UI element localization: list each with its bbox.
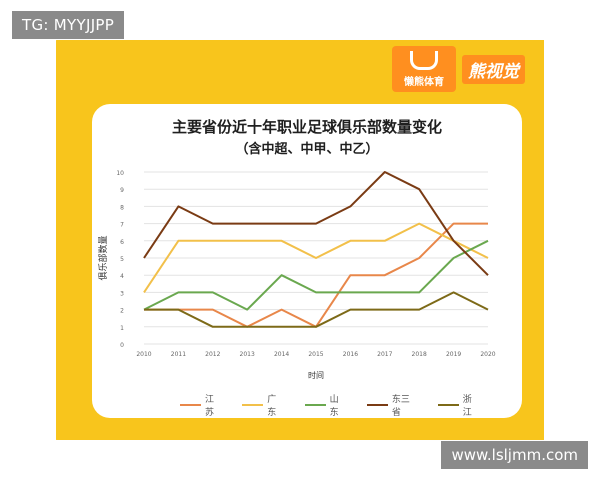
x-tick-label: 2018: [412, 351, 427, 358]
legend-swatch: [437, 404, 459, 406]
x-tick-label: 2019: [446, 351, 461, 358]
y-tick-label: 8: [120, 204, 124, 211]
y-tick-label: 7: [120, 222, 124, 229]
legend-item: 山东: [304, 392, 347, 418]
chart-title: 主要省份近十年职业足球俱乐部数量变化: [171, 118, 442, 136]
chart-card: 主要省份近十年职业足球俱乐部数量变化 （含中超、中甲、中乙） 0 1 2 3 4 5 6 7 8…: [92, 104, 522, 418]
x-axis-label: 时间: [308, 370, 324, 380]
legend-item: 东三省: [366, 392, 418, 418]
series-line-东三省: [143, 171, 489, 276]
x-tick-label: 2017: [377, 351, 392, 358]
y-tick-label: 4: [120, 273, 124, 280]
legend-item: 广东: [242, 392, 284, 418]
x-tick-label: 2011: [171, 351, 186, 358]
chart-legend: 江苏 广东 山东 东三省 浙江: [180, 392, 480, 418]
y-tick-label: 3: [120, 290, 124, 297]
y-tick-label: 10: [116, 170, 124, 177]
legend-label: 山东: [329, 395, 339, 418]
brand-slogan: 熊视觉: [462, 54, 525, 84]
line-chart: 0 1 2 3 4 5 6 7 8 9 10 2010 2011 2012 2013 2014 2015 2016…: [97, 170, 496, 380]
legend-item: 浙江: [437, 392, 480, 418]
series-line-山东: [143, 239, 489, 311]
legend-swatch: [180, 404, 202, 406]
y-tick-label: 1: [120, 325, 124, 332]
x-tick-label: 2020: [480, 351, 495, 358]
series-line-浙江: [144, 291, 489, 328]
chart-subtitle: （含中超、中甲、中乙）: [235, 142, 379, 157]
legend-label: 浙江: [462, 395, 472, 418]
y-tick-label: 2: [120, 308, 124, 315]
x-tick-label: 2010: [136, 351, 151, 358]
y-tick-label: 9: [120, 187, 124, 194]
legend-label: 广东: [267, 395, 277, 418]
legend-swatch: [366, 404, 388, 406]
source-tag: TG: MYYJJPP: [12, 11, 125, 39]
legend-label: 江苏: [205, 395, 215, 418]
y-tick-label: 0: [120, 342, 124, 349]
y-tick-label: 5: [120, 256, 124, 263]
legend-label: 东三省: [391, 395, 410, 418]
x-tick-label: 2012: [205, 351, 220, 358]
brand-logo: 懒熊体育 熊视觉: [392, 44, 542, 94]
website-tag: www.lsljmm.com: [441, 441, 588, 469]
x-tick-label: 2013: [240, 351, 255, 358]
legend-swatch: [242, 404, 264, 406]
y-tick-label: 6: [120, 239, 124, 246]
legend-item: 江苏: [180, 392, 222, 418]
y-axis-label: 俱乐部数量: [97, 235, 109, 280]
x-tick-label: 2016: [343, 351, 358, 358]
brand-name: 懒熊体育: [404, 76, 444, 88]
x-tick-label: 2015: [308, 351, 323, 358]
legend-swatch: [304, 404, 326, 406]
bear-logo-icon: 懒熊体育: [392, 46, 456, 92]
x-tick-label: 2014: [274, 351, 289, 358]
series-line-广东: [143, 222, 489, 293]
